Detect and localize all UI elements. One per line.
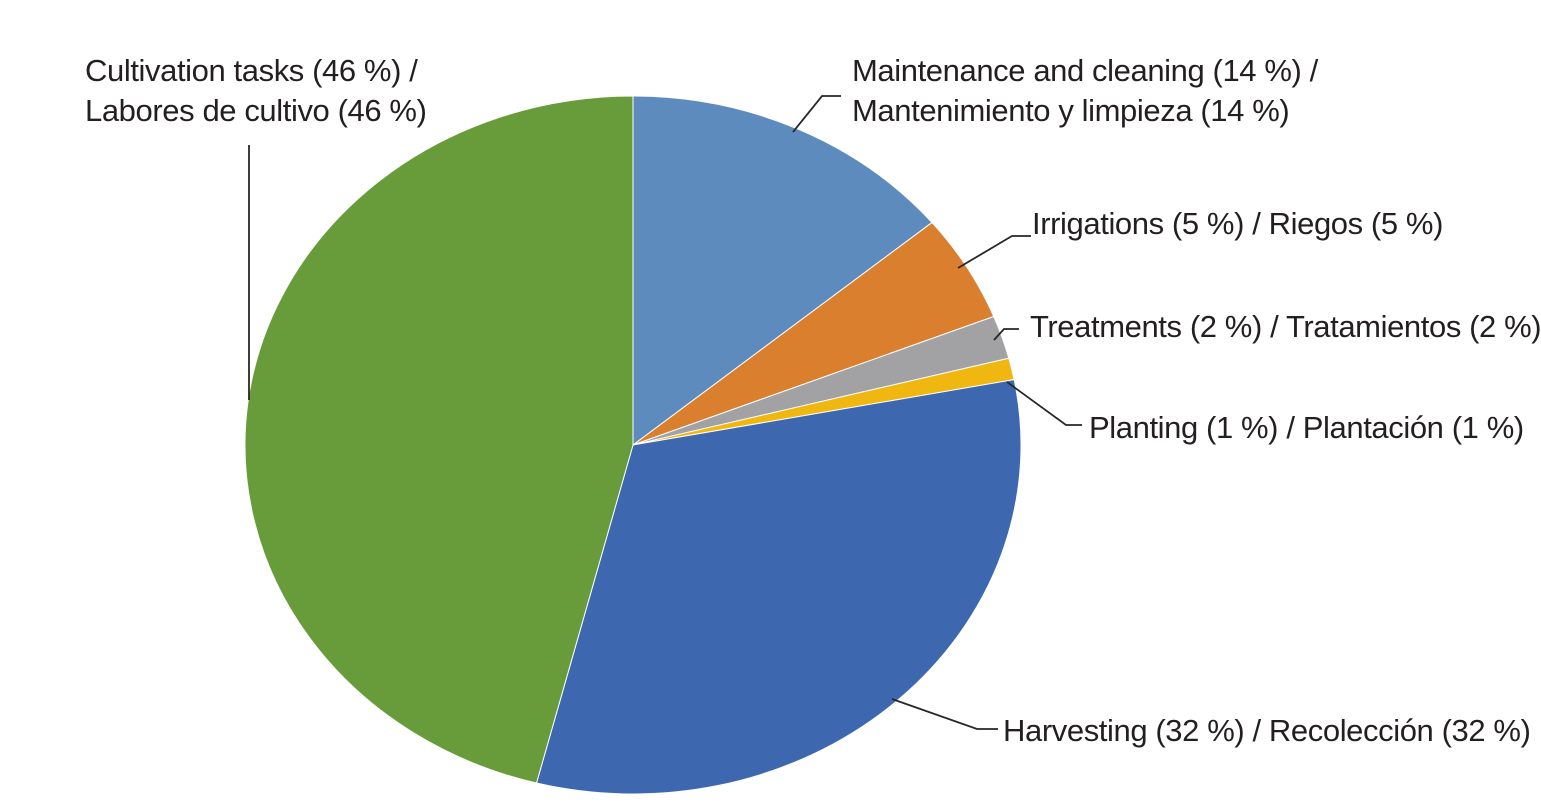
pie-slices-group (244, 95, 1022, 795)
slice-label-line: Harvesting (32 %) / Recolección (32 %) (1003, 713, 1531, 748)
pie-slice-cultivation-tasks (244, 95, 634, 784)
leader-line-treatments (993, 328, 1019, 341)
slice-label-line: Maintenance and cleaning (14 %) / (852, 53, 1318, 88)
leader-line-planting (1006, 381, 1082, 426)
leader-line-irrigations (957, 235, 1031, 269)
slice-label-planting: Planting (1 %) / Plantación (1 %) (1089, 408, 1524, 448)
slice-label-line: Cultivation tasks (46 %) / (85, 53, 418, 88)
slice-label-maintenance-and-cleaning: Maintenance and cleaning (14 %) / Manten… (852, 51, 1318, 131)
leader-line-harvesting (891, 698, 998, 730)
pie-slice-maintenance-and-cleaning (632, 95, 933, 446)
slice-label-harvesting: Harvesting (32 %) / Recolección (32 %) (1003, 711, 1531, 751)
slice-label-irrigations: Irrigations (5 %) / Riegos (5 %) (1032, 204, 1443, 244)
slice-label-line: Labores de cultivo (46 %) (85, 93, 427, 128)
slice-label-line: Mantenimiento y limpieza (14 %) (852, 93, 1290, 128)
leader-lines-group (248, 95, 1082, 730)
slice-label-line: Irrigations (5 %) / Riegos (5 %) (1032, 206, 1443, 241)
slice-label-treatments: Treatments (2 %) / Tratamientos (2 %) (1030, 307, 1541, 347)
slice-label-cultivation-tasks: Cultivation tasks (46 %) / Labores de cu… (85, 51, 427, 131)
slice-label-line: Planting (1 %) / Plantación (1 %) (1089, 410, 1524, 445)
leader-line-maintenance-and-cleaning (792, 95, 841, 133)
pie-slice-harvesting (535, 379, 1022, 795)
slice-label-line: Treatments (2 %) / Tratamientos (2 %) (1030, 309, 1541, 344)
